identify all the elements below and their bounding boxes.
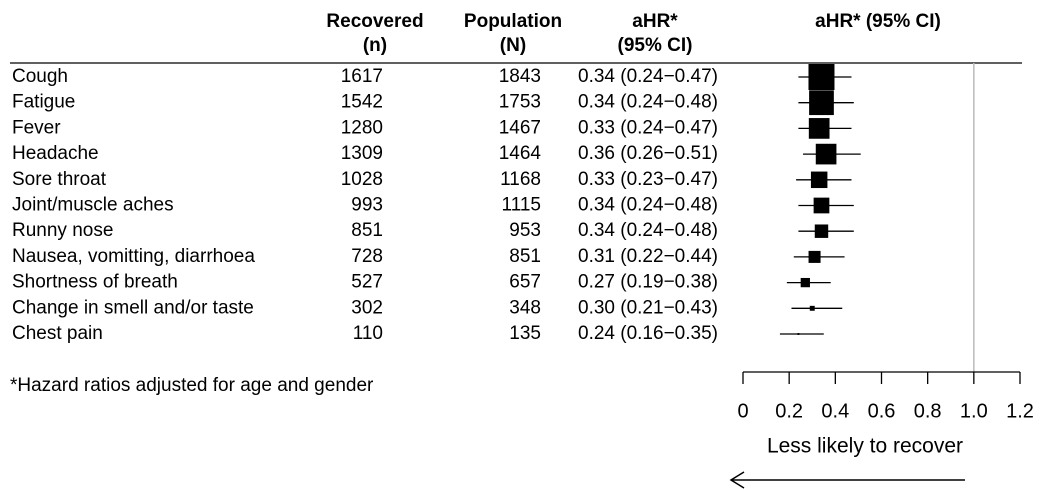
column-header: (n)	[363, 35, 387, 56]
recovered: 527	[351, 272, 383, 293]
ci-label: 0.34 (0.24−0.47)	[578, 66, 718, 87]
recovered: 851	[351, 220, 383, 241]
recovered: 1309	[341, 143, 383, 164]
population: 1464	[499, 143, 542, 164]
arrow-head	[729, 471, 745, 489]
row-label: Runny nose	[12, 220, 113, 241]
recovered: 1028	[341, 169, 383, 190]
column-header: Population	[464, 11, 562, 32]
population: 1115	[502, 195, 541, 216]
estimate-square	[815, 143, 837, 165]
x-tick-label: 0.4	[821, 400, 849, 422]
row-label: Headache	[12, 143, 99, 164]
ci-label: 0.36 (0.26−0.51)	[578, 143, 718, 164]
x-tick-label: 0	[737, 400, 748, 422]
estimate-square	[814, 224, 829, 238]
population: 657	[509, 272, 541, 293]
x-tick-label: 0.8	[914, 400, 942, 422]
column-header: (95% CI)	[618, 35, 693, 56]
row-label: Fatigue	[12, 92, 75, 113]
population: 135	[509, 323, 541, 344]
column-header: (N)	[500, 35, 526, 56]
population: 1168	[500, 169, 541, 190]
column-header: aHR*	[632, 11, 678, 32]
row-label: Fever	[12, 117, 61, 138]
ci-label: 0.33 (0.24−0.47)	[578, 117, 718, 138]
population: 348	[509, 297, 541, 318]
plot-header: aHR* (95% CI)	[815, 11, 941, 32]
x-tick-label: 0.2	[775, 400, 803, 422]
population: 1467	[499, 117, 541, 138]
recovered: 302	[351, 297, 383, 318]
population: 851	[509, 246, 541, 267]
ci-label: 0.31 (0.22−0.44)	[578, 246, 718, 267]
row-label: Shortness of breath	[12, 272, 178, 293]
estimate-square	[813, 197, 830, 214]
estimate-square	[797, 333, 800, 335]
x-tick-label: 1.0	[960, 400, 988, 422]
row-label: Nausea, vomitting, diarrhoea	[12, 246, 255, 267]
row-label: Cough	[12, 66, 68, 87]
ci-label: 0.27 (0.19−0.38)	[578, 272, 718, 293]
estimate-square	[808, 118, 830, 139]
recovered: 1617	[341, 66, 383, 87]
population: 1843	[499, 66, 541, 87]
recovered: 993	[351, 195, 383, 216]
population: 1753	[499, 92, 541, 113]
ci-label: 0.34 (0.24−0.48)	[578, 195, 718, 216]
ci-label: 0.34 (0.24−0.48)	[578, 220, 718, 241]
ci-label: 0.30 (0.21−0.43)	[578, 297, 718, 318]
estimate-square	[809, 90, 834, 116]
row-label: Sore throat	[12, 169, 107, 190]
estimate-square	[809, 305, 815, 311]
recovered: 1280	[341, 117, 383, 138]
estimate-square	[808, 64, 835, 90]
recovered: 110	[353, 323, 383, 344]
x-axis-label: Less likely to recover	[767, 435, 963, 458]
footnote: *Hazard ratios adjusted for age and gend…	[10, 375, 374, 396]
estimate-square	[808, 250, 821, 263]
x-tick-label: 0.6	[868, 400, 896, 422]
x-tick-label: 1.2	[1006, 400, 1034, 422]
ci-label: 0.24 (0.16−0.35)	[578, 323, 718, 344]
row-label: Chest pain	[12, 323, 103, 344]
recovered: 1542	[341, 92, 383, 113]
ci-label: 0.33 (0.23−0.47)	[578, 169, 718, 190]
population: 953	[509, 220, 541, 241]
estimate-square	[810, 171, 828, 189]
row-label: Joint/muscle aches	[12, 195, 174, 216]
recovered: 728	[351, 246, 383, 267]
row-label: Change in smell and/or taste	[12, 297, 254, 318]
column-header: Recovered	[326, 11, 423, 32]
ci-label: 0.34 (0.24−0.48)	[578, 92, 718, 113]
estimate-square	[800, 277, 810, 288]
